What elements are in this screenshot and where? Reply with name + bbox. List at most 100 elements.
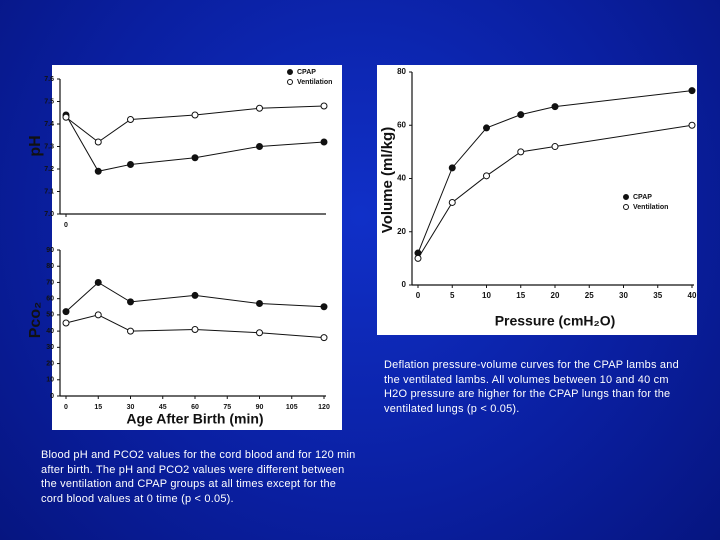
y-tick-label: 20	[397, 227, 406, 236]
data-point	[414, 254, 422, 262]
data-point	[256, 300, 263, 308]
data-point	[448, 164, 456, 172]
x-axis-label: Age After Birth (min)	[126, 411, 263, 427]
y-tick-label: 40	[46, 328, 54, 335]
y-tick-label: 60	[397, 120, 406, 129]
data-point	[127, 327, 134, 335]
data-point	[62, 319, 70, 327]
left-figure-panel	[52, 65, 342, 430]
x-tick-label: 10	[482, 291, 491, 300]
y-tick-label: 10	[46, 377, 54, 384]
data-point	[688, 87, 696, 95]
x-tick-label: 105	[286, 404, 298, 411]
x-tick-label: 60	[191, 404, 199, 411]
left-caption: Blood pH and PCO2 values for the cord bl…	[41, 449, 356, 505]
data-point	[320, 102, 328, 110]
data-point	[551, 143, 559, 151]
x-tick-label: 15	[94, 404, 102, 411]
data-point	[517, 111, 525, 119]
y-axis-label: pH	[27, 135, 44, 156]
data-point	[94, 167, 102, 175]
x-tick-label: 0	[64, 404, 68, 411]
y-tick-label: 80	[397, 67, 406, 76]
y-tick-label: 0	[50, 393, 54, 400]
x-tick-label: 120	[318, 404, 330, 411]
data-point	[320, 303, 328, 311]
data-point	[127, 298, 134, 306]
y-tick-label: 30	[46, 344, 54, 351]
data-point	[94, 278, 102, 286]
data-point	[191, 291, 199, 299]
legend-label: Ventilation	[633, 204, 668, 211]
data-point	[94, 138, 102, 146]
data-point	[483, 172, 490, 180]
data-point	[127, 161, 134, 168]
data-point	[256, 104, 263, 112]
y-tick-label: 20	[46, 360, 54, 367]
x-tick-label: 0	[416, 291, 421, 300]
series-line	[65, 281, 325, 313]
data-point	[688, 121, 696, 129]
y-tick-label: 70	[46, 279, 54, 286]
y-tick-label: 7.6	[44, 76, 54, 83]
data-point	[483, 124, 490, 132]
legend-label: CPAP	[297, 69, 316, 76]
series-line	[417, 90, 693, 254]
legend-marker	[287, 69, 293, 75]
x-tick-label: 30	[619, 291, 628, 300]
data-point	[256, 329, 263, 337]
data-point	[320, 334, 328, 342]
y-axis-label: Pco₂	[27, 302, 44, 338]
x-tick-label: 30	[127, 404, 135, 411]
x-tick-label: 15	[516, 291, 525, 300]
series-line	[65, 105, 325, 143]
y-tick-label: 40	[397, 174, 406, 183]
series-line	[65, 314, 325, 339]
x-tick-label: 75	[223, 404, 231, 411]
data-point	[191, 111, 199, 119]
y-tick-label: 50	[46, 312, 54, 319]
y-tick-label: 90	[46, 247, 54, 254]
data-point	[517, 148, 525, 156]
right-figure-panel	[377, 65, 697, 335]
data-point	[448, 198, 456, 206]
x-tick-label: 90	[256, 404, 264, 411]
y-tick-label: 7.0	[44, 211, 54, 218]
y-tick-label: 7.1	[44, 188, 54, 195]
y-tick-label: 80	[46, 263, 54, 270]
data-point	[320, 138, 328, 146]
data-point	[256, 143, 263, 150]
legend-label: CPAP	[633, 194, 652, 201]
x-tick-label: 0	[64, 222, 68, 229]
y-tick-label: 7.5	[44, 98, 54, 105]
data-point	[62, 113, 70, 121]
data-point	[191, 325, 199, 333]
data-point	[127, 116, 134, 123]
x-tick-label: 40	[688, 291, 697, 300]
y-axis-label: Volume (ml/kg)	[379, 127, 396, 233]
series-line	[417, 124, 693, 259]
data-point	[94, 311, 102, 319]
y-tick-label: 7.3	[44, 143, 54, 150]
legend-marker	[623, 204, 629, 210]
series-line	[65, 114, 325, 172]
x-tick-label: 45	[159, 404, 167, 411]
x-axis-label: Pressure (cmH₂O)	[495, 313, 616, 329]
legend-marker	[287, 79, 293, 85]
y-tick-label: 0	[402, 280, 407, 289]
right-caption: Deflation pressure-volume curves for the…	[384, 359, 679, 415]
x-tick-label: 35	[653, 291, 662, 300]
y-tick-label: 7.2	[44, 166, 54, 173]
legend-label: Ventilation	[297, 79, 332, 86]
y-tick-label: 60	[46, 296, 54, 303]
x-tick-label: 5	[450, 291, 455, 300]
data-point	[191, 154, 199, 162]
data-point	[551, 103, 559, 111]
x-tick-label: 20	[551, 291, 560, 300]
data-point	[62, 308, 70, 316]
x-tick-label: 25	[585, 291, 594, 300]
y-tick-label: 7.4	[44, 121, 54, 128]
legend-marker	[623, 194, 629, 200]
